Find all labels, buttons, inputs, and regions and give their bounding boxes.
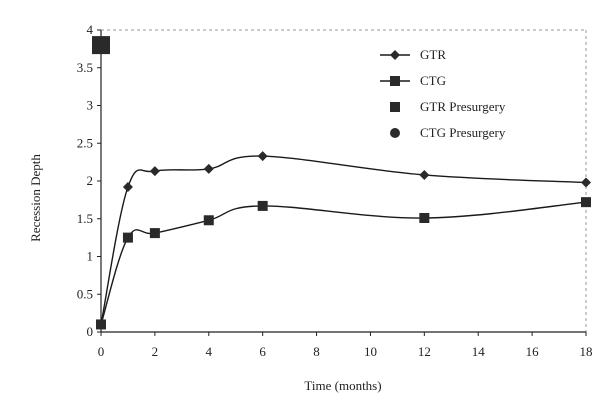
data-point	[203, 215, 214, 226]
legend-marker	[390, 102, 400, 112]
legend-label: GTR Presurgery	[420, 99, 506, 114]
data-point	[149, 228, 160, 239]
y-axis: 0 0.5 1 1.5 2 2.5 3 3.5 4	[77, 22, 102, 339]
data-point	[92, 36, 110, 55]
data-point	[122, 232, 133, 243]
series-layer	[92, 36, 591, 330]
data-point	[122, 182, 133, 193]
series-gtr-presurgery	[92, 36, 110, 55]
y-tick-label: 2.5	[77, 135, 93, 150]
data-point	[96, 319, 106, 330]
data-point	[419, 212, 430, 223]
plot-frame	[101, 29, 587, 332]
series-ctg	[96, 197, 591, 330]
y-tick-label: 3.5	[77, 60, 93, 75]
x-tick-label: 18	[580, 344, 593, 359]
series-line	[100, 201, 587, 325]
x-axis: 0 2 4 6 8 10 12 14 16 18	[98, 331, 593, 359]
data-point	[581, 197, 591, 208]
legend-item: CTG	[380, 73, 446, 88]
y-tick-label: 0.5	[77, 286, 93, 301]
x-tick-label: 10	[364, 344, 377, 359]
y-axis-title: Recession Depth	[28, 154, 43, 242]
y-tick-label: 3	[87, 98, 94, 113]
legend-marker	[390, 50, 400, 60]
data-point	[419, 169, 430, 180]
legend: GTR CTG GTR Presurgery CTG Presurgery	[380, 47, 506, 140]
legend-item: CTG Presurgery	[390, 125, 506, 140]
x-tick-label: 12	[418, 344, 431, 359]
data-point	[203, 163, 214, 174]
y-tick-label: 0	[87, 324, 94, 339]
y-tick-label: 1	[87, 249, 94, 264]
x-tick-label: 16	[526, 344, 540, 359]
y-tick-label: 4	[87, 22, 94, 37]
data-point	[257, 200, 268, 211]
x-tick-label: 0	[98, 344, 105, 359]
x-tick-label: 2	[152, 344, 159, 359]
series-line	[100, 155, 587, 325]
y-tick-label: 2	[87, 173, 94, 188]
x-tick-label: 6	[259, 344, 266, 359]
data-point	[149, 166, 160, 177]
legend-marker	[390, 128, 400, 138]
y-tick-label: 1.5	[77, 211, 93, 226]
data-point	[257, 151, 268, 162]
legend-label: GTR	[420, 47, 446, 62]
x-tick-label: 8	[313, 344, 320, 359]
legend-label: CTG	[420, 73, 446, 88]
legend-item: GTR Presurgery	[390, 99, 506, 114]
legend-item: GTR	[380, 47, 446, 62]
series-gtr	[96, 151, 591, 330]
x-tick-label: 4	[206, 344, 213, 359]
x-axis-title: Time (months)	[304, 378, 381, 393]
legend-marker	[390, 76, 400, 86]
data-point	[581, 177, 591, 188]
x-tick-label: 14	[472, 344, 486, 359]
legend-label: CTG Presurgery	[420, 125, 506, 140]
